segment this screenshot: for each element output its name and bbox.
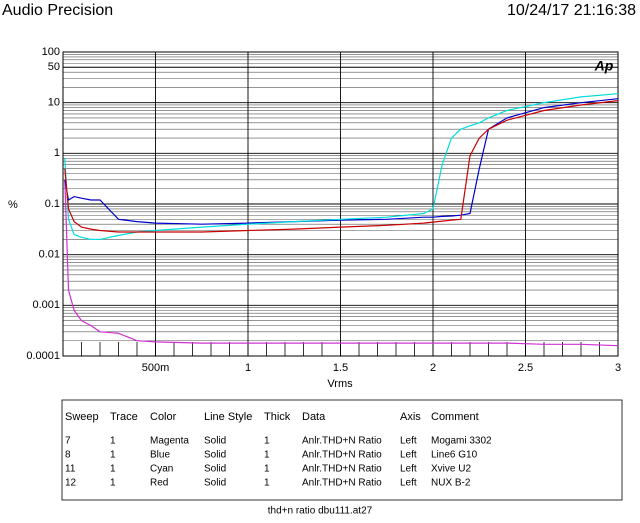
table-cell: Left	[400, 436, 417, 447]
table-cell: Anlr.THD+N Ratio	[302, 464, 382, 475]
x-tick-label: 2.5	[518, 362, 533, 374]
table-header: Trace	[110, 411, 138, 423]
table-cell: Left	[400, 478, 417, 489]
table-cell: Solid	[204, 450, 226, 461]
legend-entry: Xvive U2	[431, 464, 471, 475]
table-cell: 1	[110, 464, 116, 475]
table-cell: Anlr.THD+N Ratio	[302, 436, 382, 447]
table-cell: Solid	[204, 478, 226, 489]
x-tick-label: 1	[245, 362, 251, 374]
y-tick-label: 100	[42, 46, 60, 58]
table-header: Data	[302, 411, 326, 423]
x-tick-label: 500m	[142, 362, 170, 374]
legend-entry: NUX B-2	[431, 478, 471, 489]
timestamp: 10/24/17 21:16:38	[507, 2, 636, 19]
data-line	[64, 100, 619, 233]
table-frame	[61, 399, 623, 501]
table-cell: Anlr.THD+N Ratio	[302, 478, 382, 489]
data-line	[64, 179, 619, 347]
table-cell: 1	[110, 436, 116, 447]
plot-frame	[62, 51, 619, 357]
table-cell: 8	[65, 450, 71, 461]
y-axis-label: %	[8, 199, 18, 211]
x-tick-label: 2	[430, 362, 436, 374]
table-cell: 1	[264, 478, 270, 489]
footer: thd+n ratio dbu111.at27	[268, 506, 373, 517]
table-cell: Red	[150, 478, 168, 489]
table-header: Thick	[264, 411, 291, 423]
table-cell: 12	[65, 478, 77, 489]
table-cell: Left	[400, 450, 417, 461]
table-cell: Left	[400, 464, 417, 475]
table-cell: Solid	[204, 436, 226, 447]
y-tick-label: 1	[54, 147, 60, 159]
table-cell: 1	[264, 450, 270, 461]
table-cell: 1	[264, 464, 270, 475]
table-header: Line Style	[204, 411, 252, 423]
table-cell: 11	[65, 464, 76, 475]
x-tick-label: 1.5	[333, 362, 348, 374]
x-axis-label: Vrms	[327, 378, 353, 390]
y-tick-label: 0.01	[39, 249, 60, 261]
table-cell: 1	[110, 478, 116, 489]
table-header: Axis	[400, 411, 421, 423]
table-cell: 1	[264, 436, 270, 447]
y-tick-label: 0.001	[32, 299, 60, 311]
table-cell: Solid	[204, 464, 226, 475]
y-tick-label: 0.0001	[26, 350, 60, 362]
table-cell: 7	[65, 436, 71, 447]
logo: Ap	[594, 58, 614, 74]
table-cell: Cyan	[150, 464, 173, 475]
legend-entry: Line6 G10	[431, 450, 478, 461]
table-cell: 1	[110, 450, 116, 461]
table-header: Color	[150, 411, 177, 423]
y-tick-label: 0.1	[45, 198, 60, 210]
y-tick-label: 10	[48, 97, 60, 109]
y-tick-label: 50	[48, 61, 60, 73]
data-line	[64, 98, 619, 225]
table-header: Comment	[431, 411, 479, 423]
table-cell: Anlr.THD+N Ratio	[302, 450, 382, 461]
table-cell: Blue	[150, 450, 170, 461]
x-tick-label: 3	[615, 362, 621, 374]
page-title: Audio Precision	[2, 2, 113, 19]
data-line	[64, 93, 619, 240]
legend-entry: Mogami 3302	[431, 436, 492, 447]
table-cell: Magenta	[150, 436, 189, 447]
table-header: Sweep	[65, 411, 99, 423]
